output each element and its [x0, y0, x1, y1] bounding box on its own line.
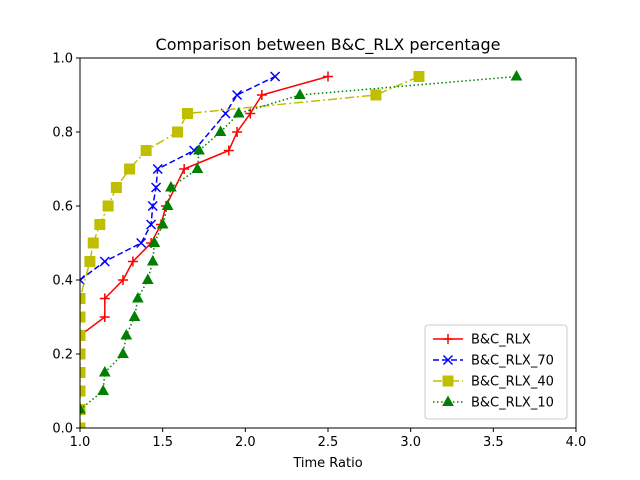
data-point	[136, 237, 147, 249]
data-point	[152, 163, 163, 175]
data-point	[99, 312, 110, 322]
data-point	[161, 199, 174, 210]
data-point	[80, 293, 86, 304]
data-point	[146, 219, 157, 230]
data-point	[127, 256, 138, 267]
data-point	[232, 106, 245, 118]
legend-marker	[443, 334, 453, 344]
data-point	[98, 365, 111, 377]
data-point	[223, 145, 234, 156]
data-point	[80, 367, 86, 378]
data-point	[413, 71, 425, 82]
data-point	[179, 164, 190, 174]
data-point	[80, 402, 86, 414]
x-tick-label: 1.5	[152, 435, 173, 450]
data-point	[270, 71, 281, 82]
legend-marker	[442, 395, 454, 406]
data-point	[193, 143, 205, 155]
data-point	[84, 256, 96, 267]
data-point	[102, 200, 114, 212]
data-point	[191, 162, 204, 173]
data-point	[124, 163, 136, 175]
legend-item-b-c-rlx-40: B&C_RLX_40	[433, 375, 554, 390]
data-point	[87, 237, 99, 249]
data-point	[232, 89, 243, 101]
data-point	[232, 127, 243, 137]
data-point	[181, 108, 193, 119]
y-tick-label: 1.0	[52, 52, 73, 67]
data-point	[151, 182, 162, 193]
legend: B&C_RLX B&C_RLX_70 B&C_RLX_40 B&C_RLX_10	[424, 324, 568, 420]
series-b-c-rlx-40	[80, 71, 425, 428]
y-tick-label: 0.2	[52, 348, 73, 363]
chart-title: Comparison between B&C_RLX percentage	[156, 35, 501, 55]
data-point	[147, 200, 158, 212]
data-point	[117, 275, 128, 285]
x-tick-label: 2.0	[235, 435, 256, 450]
data-point	[132, 291, 144, 303]
legend-label: B&C_RLX_10	[471, 396, 554, 411]
legend-item-b-c-rlx: B&C_RLX	[433, 333, 531, 348]
data-point	[140, 145, 152, 156]
legend-marker	[442, 375, 454, 387]
data-point	[99, 293, 110, 304]
x-tick-label: 3.0	[400, 435, 421, 450]
data-point	[97, 384, 109, 395]
data-point	[80, 330, 86, 341]
legend-item-b-c-rlx-10: B&C_RLX_10	[433, 395, 554, 411]
data-point	[80, 348, 86, 360]
data-point	[172, 126, 184, 138]
data-point	[294, 88, 306, 99]
x-tick-label: 2.5	[318, 435, 339, 450]
data-point	[214, 125, 227, 136]
data-point	[141, 273, 154, 284]
series-b-c-rlx-70	[80, 71, 281, 286]
x-axis-label: Time Ratio	[292, 456, 362, 471]
x-tick-label: 1.0	[70, 435, 91, 450]
data-point	[110, 182, 122, 193]
legend-label: B&C_RLX_70	[471, 354, 554, 369]
legend-box	[424, 324, 568, 420]
data-point	[256, 90, 267, 100]
data-point	[128, 310, 141, 321]
data-point	[94, 219, 106, 230]
legend-label: B&C_RLX_40	[471, 375, 554, 390]
x-tick-label: 3.5	[483, 435, 504, 450]
x-axis: 1.0 1.5 2.0 2.5 3.0 3.5 4.0	[70, 428, 587, 450]
series-b-c-rlx-10	[80, 69, 523, 414]
y-tick-label: 0.4	[52, 274, 73, 289]
y-tick-label: 0.0	[52, 422, 73, 437]
legend-label: B&C_RLX	[471, 333, 531, 348]
y-axis: 0.0 0.2 0.4 0.6 0.8 1.0	[52, 52, 80, 437]
data-point	[323, 71, 333, 82]
data-point	[245, 108, 256, 119]
data-point	[80, 385, 86, 397]
data-point	[99, 256, 110, 267]
data-point	[80, 422, 86, 428]
data-point	[120, 328, 133, 340]
data-point	[156, 217, 169, 229]
data-point	[80, 274, 86, 286]
x-tick-label: 4.0	[566, 435, 587, 450]
series-layer	[80, 69, 523, 428]
data-point	[370, 89, 382, 101]
y-tick-label: 0.8	[52, 126, 73, 141]
data-point	[117, 347, 129, 358]
legend-item-b-c-rlx-70: B&C_RLX_70	[433, 354, 554, 369]
legend-marker	[442, 354, 454, 366]
data-point	[510, 69, 523, 81]
data-point	[165, 180, 177, 192]
data-point	[146, 254, 159, 266]
y-tick-label: 0.6	[52, 200, 73, 215]
data-point	[148, 236, 161, 247]
data-point	[80, 311, 86, 323]
